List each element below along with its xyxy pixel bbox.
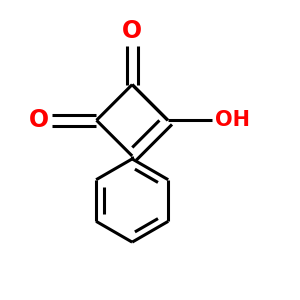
Text: O: O [122, 19, 142, 43]
Text: O: O [29, 108, 49, 132]
Text: OH: OH [215, 110, 250, 130]
